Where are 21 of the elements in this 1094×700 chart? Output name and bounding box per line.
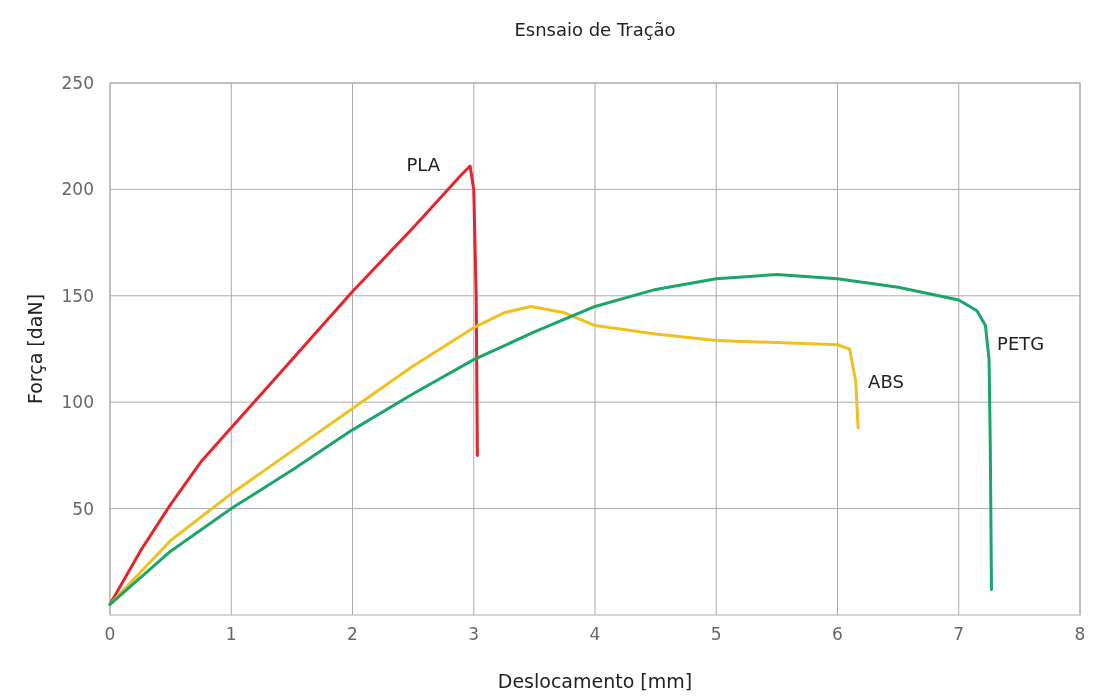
y-tick-label: 150 [61,285,94,306]
x-tick-label: 3 [468,624,480,644]
series-label: ABS [868,371,904,393]
x-tick-label: 2 [347,624,358,644]
series-label: PETG [997,332,1045,354]
y-tick-label: 250 [61,73,94,93]
x-tick-label: 4 [589,624,601,644]
y-tick-label: 50 [72,498,94,519]
x-tick-label: 1 [225,624,237,644]
x-axis-title: Deslocamento [mm] [497,670,693,692]
line-series [108,273,993,606]
x-tick-label: 6 [832,624,843,644]
y-tick-label: 200 [61,179,94,200]
y-axis-title: Força [daN] [24,293,46,405]
x-tick-label: 0 [104,624,116,644]
chart-title: Esnsaio de Tração [514,19,676,40]
series-label: PLA [406,153,441,175]
x-tick-label: 7 [953,624,965,644]
y-tick-label: 100 [61,392,94,413]
x-tick-label: 8 [1074,624,1086,644]
x-tick-label: 5 [710,624,722,644]
